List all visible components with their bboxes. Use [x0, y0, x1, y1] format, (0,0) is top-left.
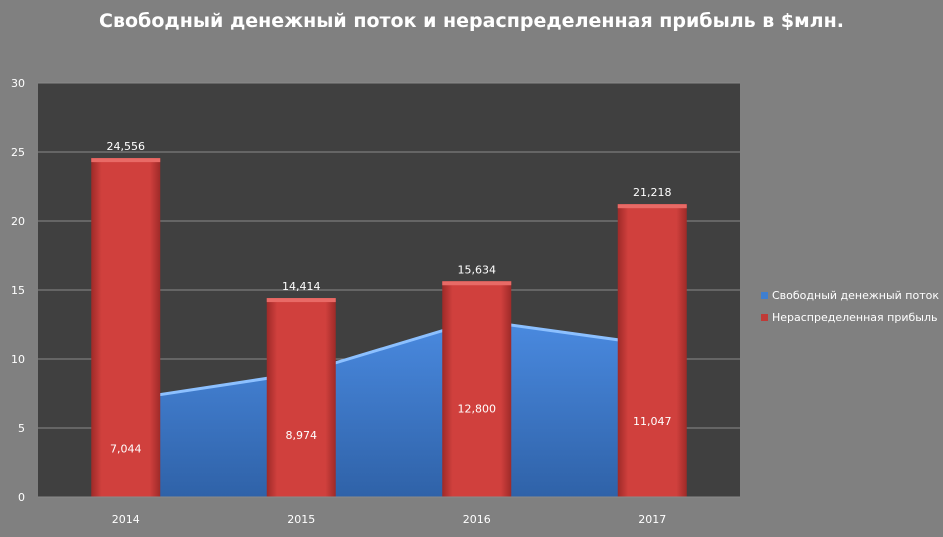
bar-top-bevel: [442, 281, 512, 286]
area-top-edge: [125, 318, 653, 402]
y-tick-label: 20: [11, 215, 25, 228]
area-data-label: 12,800: [458, 403, 497, 416]
legend-label: Свободный денежный поток: [772, 288, 940, 302]
bar-data-label: 14,414: [282, 280, 321, 293]
x-tick-label: 2017: [638, 513, 666, 526]
bar-data-label: 15,634: [458, 263, 497, 276]
x-tick-label: 2016: [463, 513, 491, 526]
x-tick-label: 2015: [287, 513, 315, 526]
area-data-label: 8,974: [286, 429, 318, 442]
legend-label: Нераспределенная прибыль: [772, 310, 938, 324]
y-tick-label: 15: [11, 284, 25, 297]
area-free-cash-flow: [125, 320, 653, 497]
legend-item-retained: Нераспределенная прибыль: [761, 306, 939, 328]
area-data-label: 7,044: [110, 442, 142, 455]
legend-swatch: [761, 313, 768, 321]
chart-title: Свободный денежный поток и нераспределен…: [99, 10, 844, 32]
y-tick-label: 5: [18, 422, 25, 435]
area-data-label: 11,047: [633, 415, 672, 428]
legend-item-fcf: Свободный денежный поток: [761, 284, 939, 306]
bar-data-label: 24,556: [107, 140, 146, 153]
bar-top-bevel: [266, 298, 336, 303]
bar-retained-earnings: [91, 158, 161, 497]
bar-top-bevel: [91, 158, 161, 163]
x-tick-label: 2014: [112, 513, 140, 526]
legend-swatch: [761, 291, 768, 299]
y-tick-label: 10: [11, 353, 25, 366]
bar-retained-earnings: [266, 298, 336, 497]
bar-retained-earnings: [617, 204, 687, 498]
y-tick-label: 0: [18, 491, 25, 504]
bar-retained-earnings: [442, 281, 512, 497]
legend: Свободный денежный поток Нераспределенна…: [761, 284, 939, 328]
bar-data-label: 21,218: [633, 186, 672, 199]
bar-top-bevel: [617, 204, 687, 209]
y-tick-label: 30: [11, 77, 25, 90]
y-tick-label: 25: [11, 146, 25, 159]
